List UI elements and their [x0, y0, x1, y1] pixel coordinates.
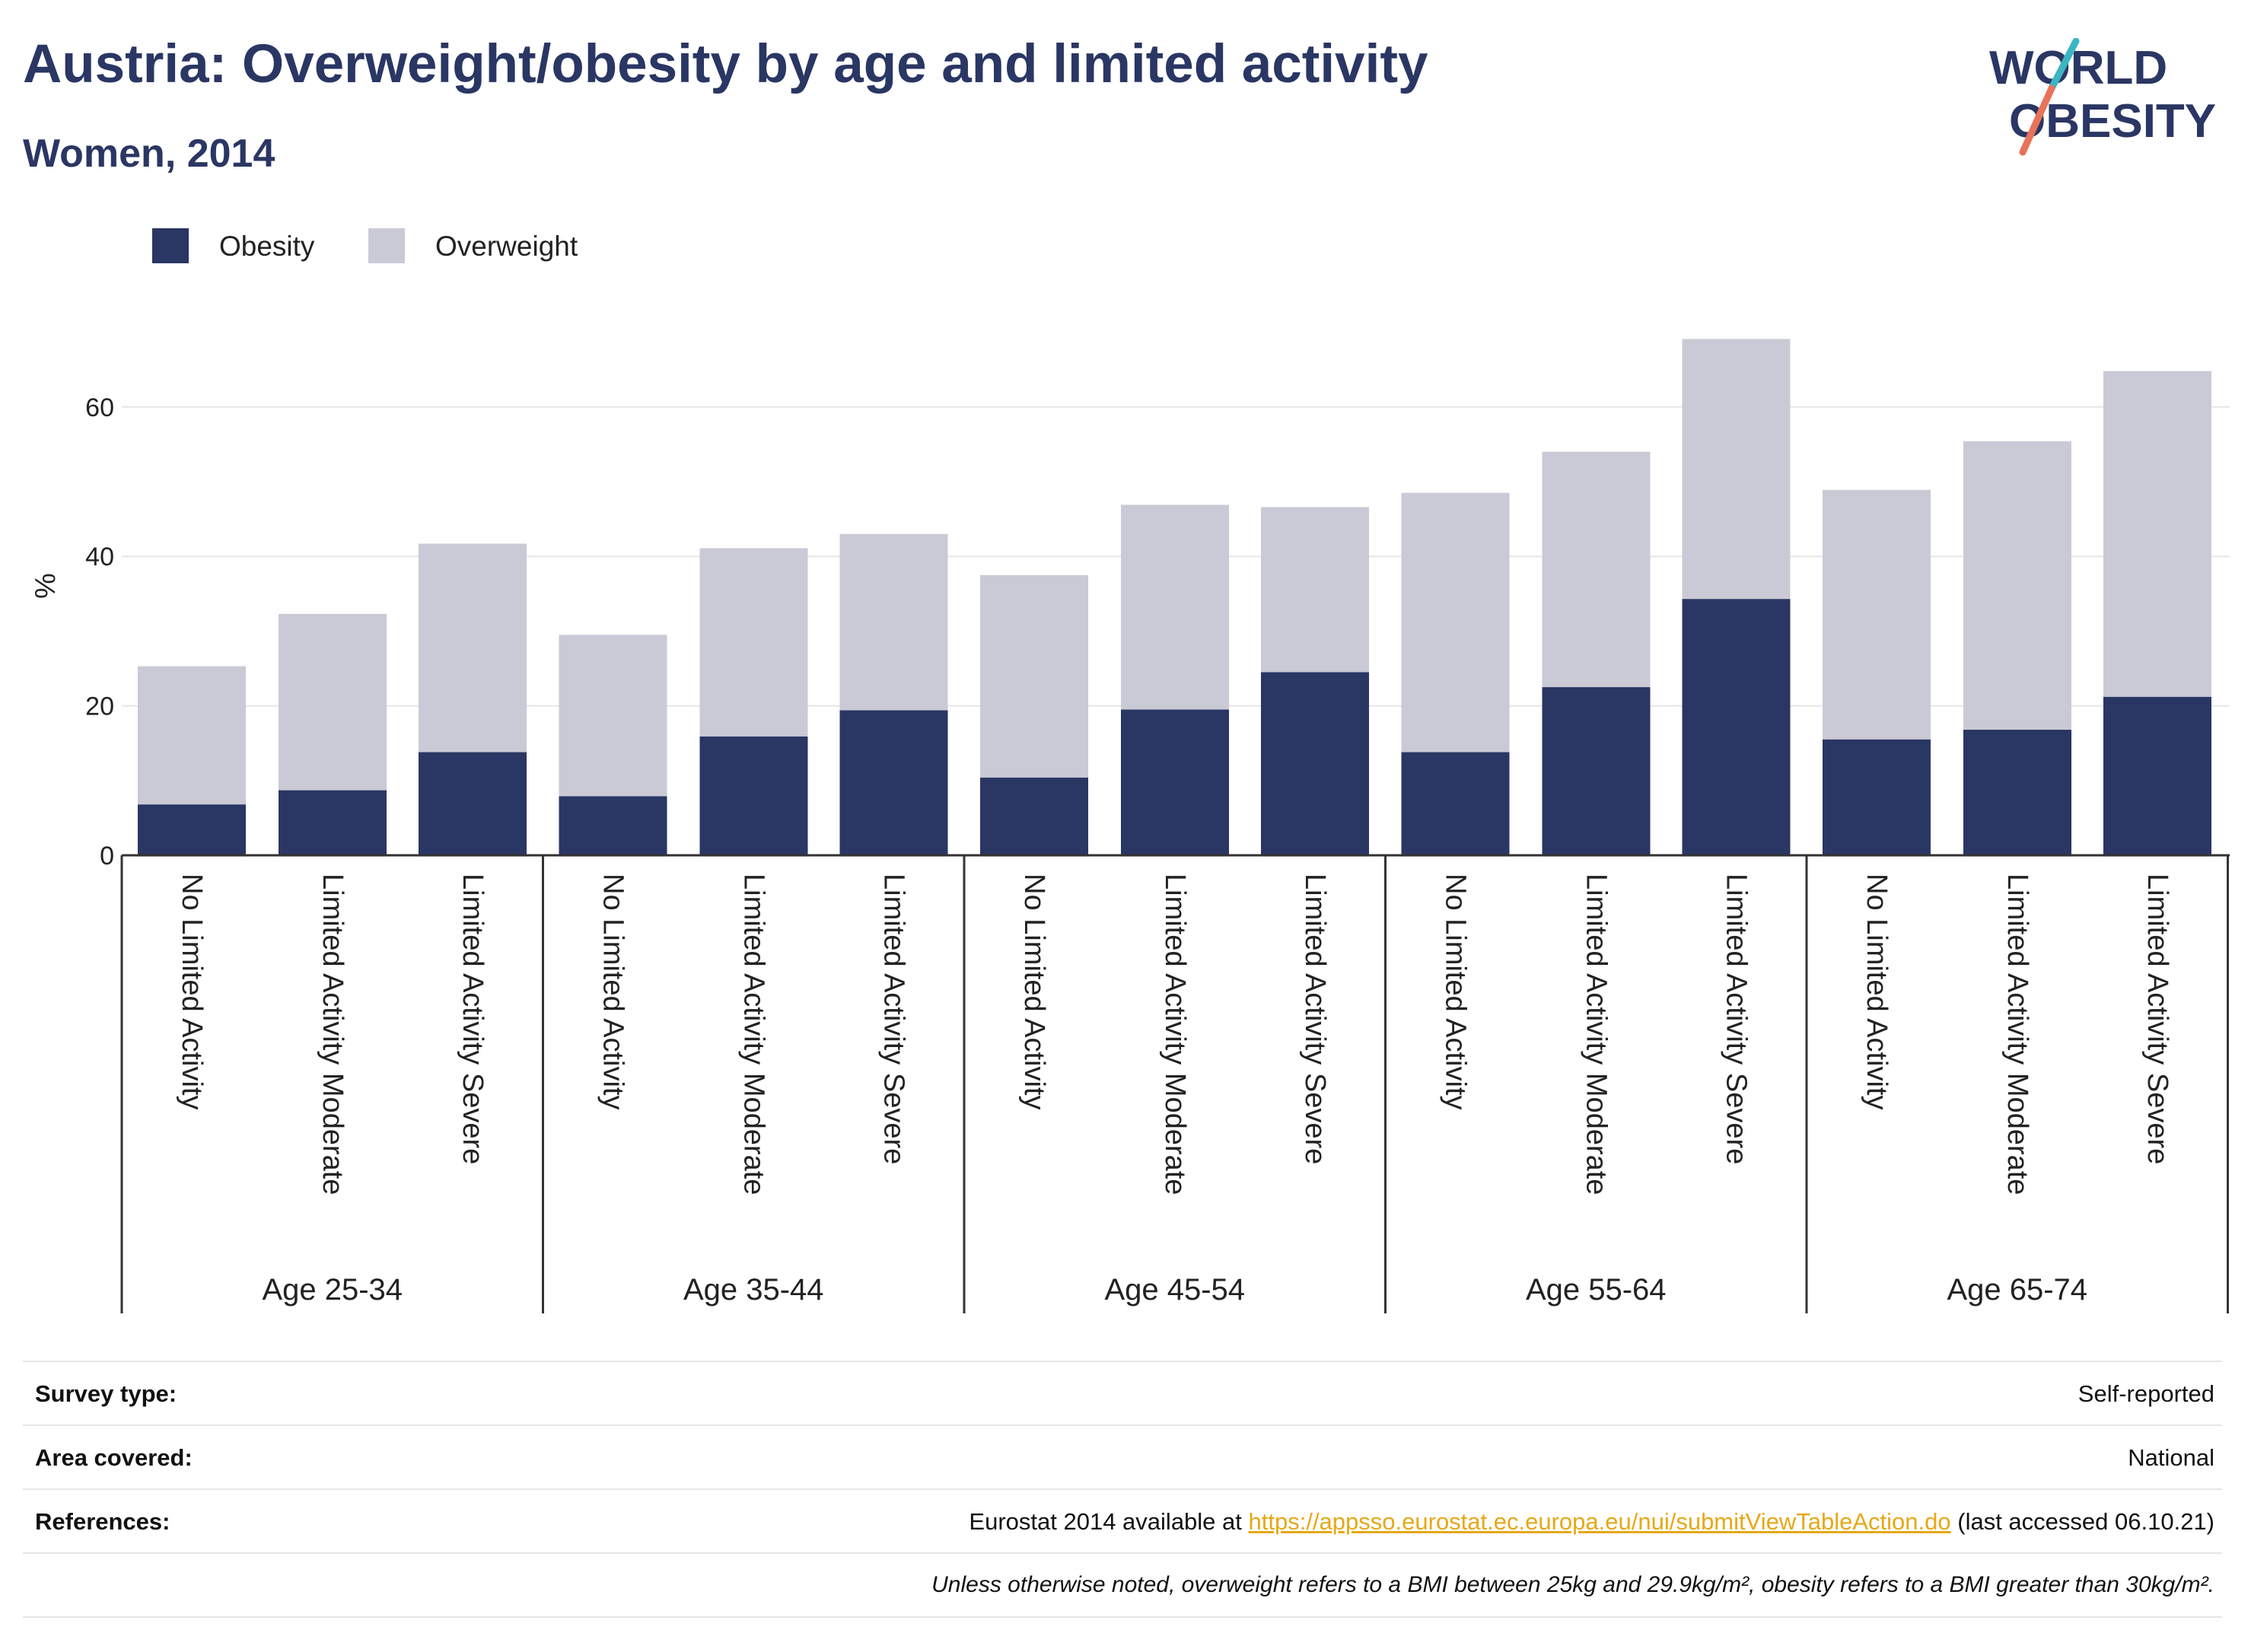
x-category-label: No Limited Activity [1018, 874, 1050, 1109]
y-tick-label: 60 [85, 393, 114, 422]
x-category-label: Limited Activity Moderate [2001, 874, 2033, 1195]
references-row: References: Eurostat 2014 available at h… [23, 1488, 2222, 1552]
bar-obesity [138, 804, 246, 855]
bar-overweight [699, 548, 808, 737]
x-category-label: No Limited Activity [1440, 874, 1472, 1109]
bar-obesity [1542, 687, 1651, 855]
bmi-note: Unless otherwise noted, overweight refer… [931, 1572, 2214, 1597]
x-category-label: Limited Activity Moderate [1581, 874, 1613, 1195]
bar-overweight [980, 575, 1088, 778]
survey-type-label: Survey type: [35, 1380, 177, 1407]
bar-overweight [1121, 505, 1229, 710]
references-suffix: (last accessed 06.10.21) [1950, 1508, 2214, 1535]
bar-obesity [1401, 752, 1510, 855]
stacked-bar-chart: 0 20 40 60% Obesity Overweight No Limited Acti… [30, 228, 2230, 1313]
logo-word-1: WORLD [1989, 42, 2167, 94]
y-axis-label: % [30, 573, 62, 599]
x-category-label: Limited Activity Severe [457, 874, 489, 1164]
x-category-label: Limited Activity Severe [878, 874, 910, 1164]
bar-obesity [2103, 696, 2211, 855]
bar-overweight [1823, 489, 1931, 740]
legend-swatch-obesity [152, 228, 189, 263]
logo-teal-slash [2048, 38, 2080, 92]
bar-overweight [279, 613, 387, 791]
y-tick-label: 40 [85, 543, 114, 571]
bar-overweight [138, 666, 246, 805]
chart-subtitle: Women, 2014 [23, 132, 275, 176]
x-category-label: Limited Activity Severe [1721, 874, 1753, 1164]
x-group-label: Age 45-54 [1104, 1273, 1245, 1307]
bar-obesity [1261, 672, 1369, 855]
bar-obesity [839, 710, 948, 855]
x-category-label: Limited Activity Moderate [317, 874, 349, 1195]
bar-obesity [1823, 739, 1931, 855]
bmi-note-row: Unless otherwise noted, overweight refer… [23, 1552, 2222, 1618]
y-tick-label: 0 [100, 842, 114, 871]
bar-obesity [980, 777, 1088, 855]
area-covered-row: Area covered: National [23, 1424, 2222, 1488]
references-prefix: Eurostat 2014 available at [969, 1508, 1249, 1535]
world-obesity-logo: WORLD OBESITY [1989, 38, 2216, 156]
x-group-label: Age 25-34 [262, 1273, 403, 1307]
footer-table: Survey type: Self-reported Area covered:… [23, 1361, 2222, 1618]
area-covered-label: Area covered: [35, 1444, 193, 1471]
bar-obesity [699, 736, 808, 855]
bar-obesity [279, 790, 387, 855]
x-category-label: Limited Activity Severe [2141, 874, 2173, 1164]
bar-overweight [1542, 451, 1651, 688]
x-category-label: Limited Activity Severe [1299, 874, 1331, 1164]
bar-obesity [559, 796, 667, 855]
x-group-label: Age 65-74 [1947, 1273, 2087, 1307]
bar-obesity [1682, 599, 1791, 855]
x-category-label: No Limited Activity [1861, 874, 1893, 1109]
bar-overweight [419, 543, 527, 753]
bar-obesity [1963, 730, 2071, 855]
survey-type-value: Self-reported [2077, 1380, 2214, 1407]
bar-overweight [559, 635, 667, 797]
x-category-label: Limited Activity Moderate [1159, 874, 1191, 1195]
x-category-label: No Limited Activity [597, 874, 629, 1109]
references-link[interactable]: https://appsso.eurostat.ec.europa.eu/nui… [1248, 1508, 1951, 1535]
logo-coral-slash [2019, 84, 2055, 156]
legend-label-overweight: Overweight [435, 231, 578, 262]
references-label: References: [35, 1508, 170, 1535]
chart-title: Austria: Overweight/obesity by age and l… [23, 34, 1428, 94]
x-group-label: Age 55-64 [1526, 1273, 1667, 1307]
bar-overweight [1963, 441, 2071, 731]
x-category-label: Limited Activity Moderate [738, 874, 770, 1195]
survey-type-row: Survey type: Self-reported [23, 1361, 2222, 1424]
bar-overweight [839, 533, 948, 711]
references-value: Eurostat 2014 available at https://appss… [969, 1508, 2214, 1536]
y-tick-label: 20 [85, 692, 114, 721]
area-covered-value: National [2128, 1444, 2214, 1471]
bar-overweight [1261, 507, 1369, 673]
bar-overweight [2103, 371, 2211, 697]
bar-overweight [1682, 339, 1791, 600]
bar-overweight [1401, 492, 1510, 753]
x-group-label: Age 35-44 [683, 1273, 824, 1307]
bar-obesity [1121, 709, 1229, 855]
legend-swatch-overweight [368, 228, 405, 263]
bar-obesity [419, 752, 527, 855]
legend-label-obesity: Obesity [219, 231, 315, 262]
x-category-label: No Limited Activity [176, 874, 208, 1109]
